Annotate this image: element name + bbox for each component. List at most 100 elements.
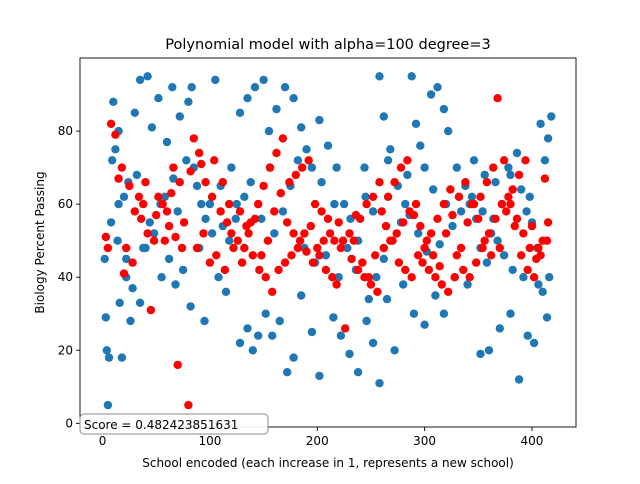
actual-point xyxy=(192,181,202,191)
actual-point xyxy=(439,309,449,318)
predicted-point xyxy=(175,178,184,187)
predicted-point xyxy=(487,251,496,260)
predicted-point xyxy=(394,258,404,267)
actual-point xyxy=(122,254,131,264)
predicted-point xyxy=(259,181,268,191)
predicted-point xyxy=(313,243,322,253)
actual-point xyxy=(293,156,303,165)
actual-point xyxy=(149,229,159,238)
predicted-point xyxy=(480,236,489,245)
predicted-point xyxy=(437,280,446,289)
predicted-point xyxy=(160,236,169,245)
actual-point xyxy=(493,236,502,245)
actual-point xyxy=(414,229,423,238)
actual-point xyxy=(364,294,373,304)
predicted-point xyxy=(347,254,356,264)
actual-point xyxy=(508,265,517,275)
actual-point xyxy=(173,207,182,216)
predicted-point xyxy=(189,134,198,143)
predicted-point xyxy=(173,360,182,370)
actual-point xyxy=(368,338,378,348)
actual-point xyxy=(264,126,274,136)
predicted-point xyxy=(439,199,449,209)
predicted-point xyxy=(392,229,401,238)
actual-point xyxy=(382,294,392,304)
predicted-point xyxy=(353,265,363,275)
actual-point xyxy=(182,156,191,165)
predicted-point xyxy=(317,207,326,216)
actual-point xyxy=(379,112,388,121)
actual-point xyxy=(522,207,531,216)
actual-point xyxy=(128,284,137,293)
predicted-point xyxy=(298,163,307,172)
predicted-point xyxy=(195,148,204,158)
actual-point xyxy=(283,368,292,377)
actual-point xyxy=(383,156,393,165)
actual-point xyxy=(132,170,142,180)
predicted-point xyxy=(278,134,288,143)
predicted-point xyxy=(137,214,146,223)
actual-point xyxy=(439,104,449,114)
predicted-point xyxy=(106,119,116,128)
y-axis-ticks: 0 20 40 60 80 xyxy=(58,124,80,430)
actual-point xyxy=(248,346,257,355)
actual-point xyxy=(162,137,172,147)
predicted-point xyxy=(330,236,339,245)
predicted-point xyxy=(244,229,253,238)
predicted-point xyxy=(250,214,260,223)
actual-point xyxy=(261,309,270,318)
predicted-point xyxy=(540,174,550,183)
chart-title: Polynomial model with alpha=100 degree=3 xyxy=(165,37,490,53)
actual-point xyxy=(476,349,485,359)
predicted-point xyxy=(450,273,459,282)
actual-point xyxy=(201,214,210,223)
predicted-point xyxy=(345,229,354,238)
predicted-point xyxy=(474,214,483,223)
predicted-point xyxy=(517,251,526,260)
predicted-point xyxy=(227,229,236,238)
predicted-point xyxy=(119,269,129,278)
predicted-point xyxy=(134,192,144,201)
actual-point xyxy=(104,353,114,362)
predicted-point xyxy=(504,192,513,201)
actual-point xyxy=(368,207,378,216)
predicted-point xyxy=(484,229,494,238)
actual-point xyxy=(407,72,416,81)
predicted-point xyxy=(454,192,464,201)
actual-point xyxy=(186,302,195,311)
predicted-point xyxy=(508,185,517,194)
predicted-point xyxy=(302,247,311,256)
predicted-point xyxy=(435,262,444,271)
predicted-point xyxy=(152,210,161,220)
actual-point xyxy=(452,163,461,172)
predicted-point xyxy=(261,273,270,282)
y-tick-label: 20 xyxy=(58,343,73,357)
predicted-point xyxy=(103,243,113,253)
actual-point xyxy=(250,83,260,92)
actual-point xyxy=(246,178,255,187)
predicted-point xyxy=(482,178,492,187)
actual-point xyxy=(478,207,487,216)
actual-point xyxy=(433,83,442,92)
predicted-point xyxy=(459,265,468,275)
predicted-point xyxy=(371,251,380,260)
actual-point xyxy=(115,298,124,307)
actual-point xyxy=(448,221,457,231)
predicted-point xyxy=(218,178,227,187)
y-tick-label: 40 xyxy=(58,270,73,284)
predicted-point xyxy=(101,232,111,242)
predicted-point xyxy=(542,236,552,245)
predicted-point xyxy=(186,167,195,176)
predicted-point xyxy=(222,218,232,227)
predicted-point xyxy=(274,265,283,275)
actual-point xyxy=(211,75,220,85)
predicted-point xyxy=(308,258,318,267)
actual-point xyxy=(302,145,311,154)
actual-point xyxy=(205,199,215,209)
predicted-point xyxy=(154,192,163,201)
predicted-point xyxy=(358,258,367,267)
predicted-point xyxy=(368,192,378,201)
predicted-point xyxy=(349,236,358,245)
predicted-point xyxy=(336,243,346,253)
predicted-point xyxy=(192,243,202,253)
